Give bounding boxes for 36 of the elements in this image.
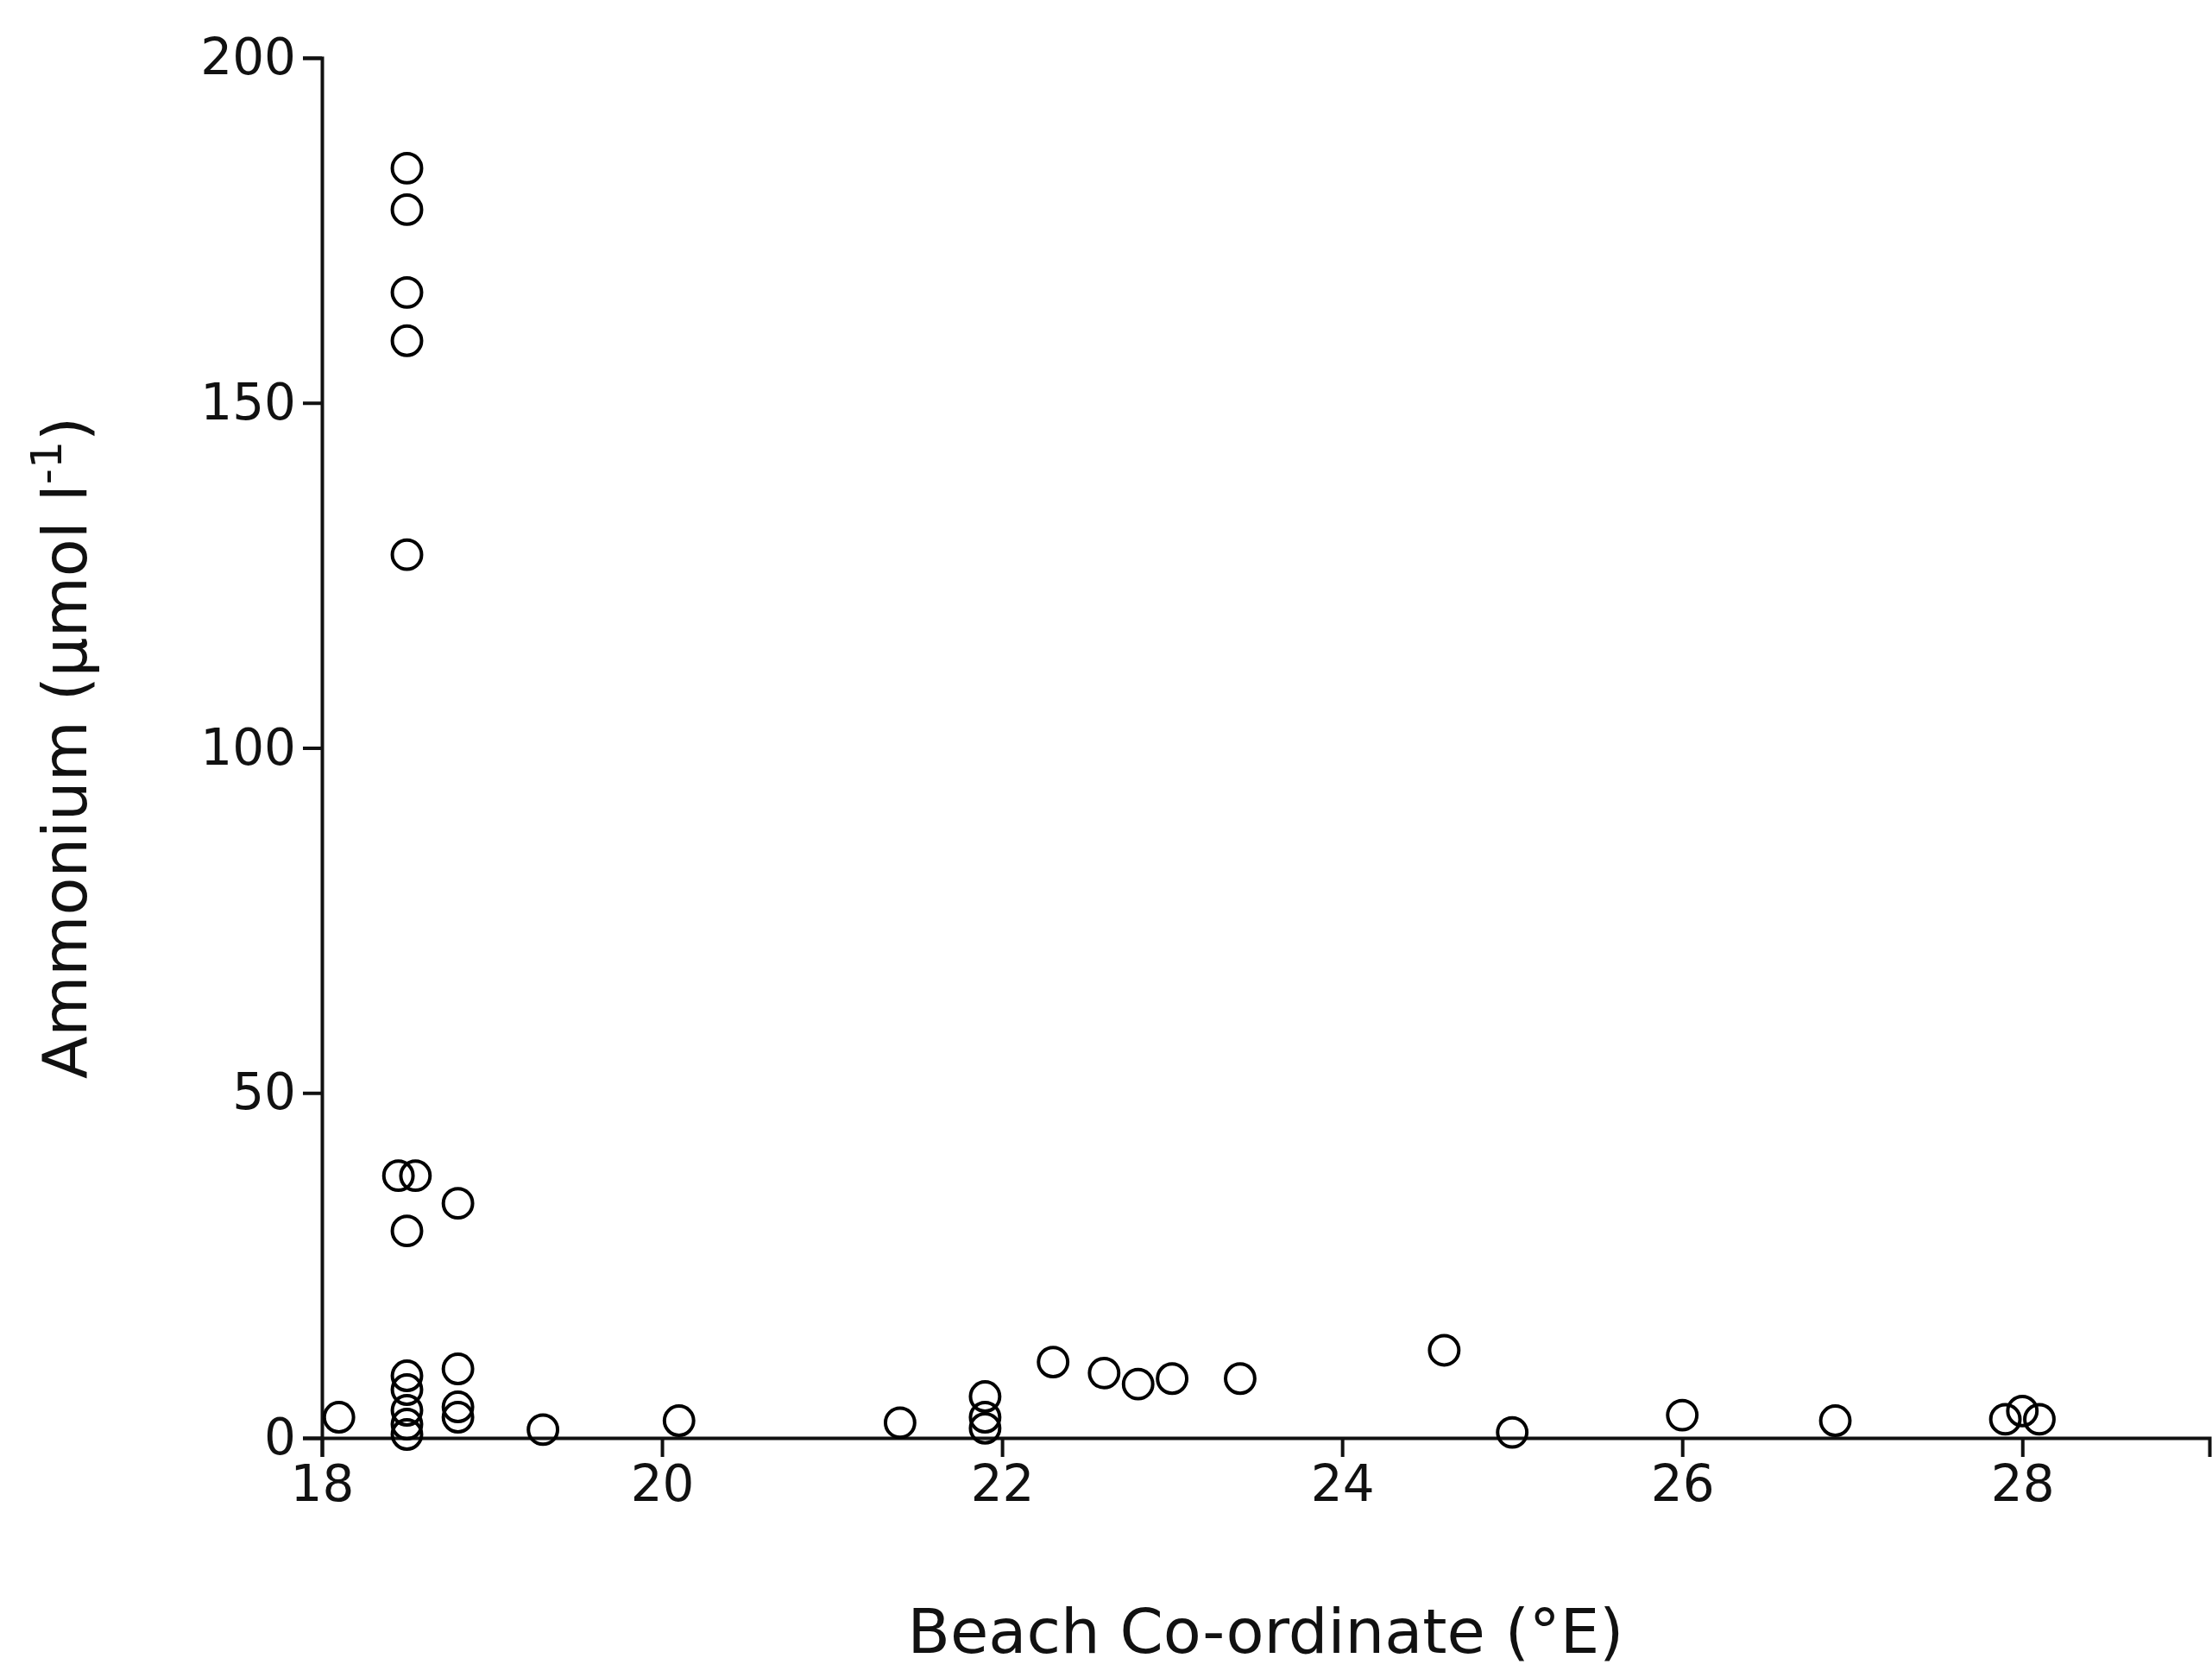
point — [1427, 1333, 1461, 1367]
y-tick-label: 100 — [200, 717, 296, 777]
x-tick-label: 20 — [630, 1454, 695, 1514]
point — [322, 1401, 356, 1434]
point — [526, 1413, 560, 1447]
point — [441, 1352, 475, 1385]
point — [2023, 1403, 2056, 1436]
point — [1121, 1367, 1155, 1401]
y-tick-label: 50 — [232, 1062, 296, 1122]
point — [1666, 1398, 1699, 1432]
y-tick-label: 200 — [200, 28, 296, 87]
point — [1496, 1415, 1529, 1449]
point — [662, 1404, 696, 1437]
x-tick-label: 26 — [1650, 1454, 1715, 1514]
point — [441, 1401, 475, 1434]
point — [1037, 1346, 1070, 1378]
y-tick-label: 150 — [200, 372, 296, 432]
point — [390, 538, 424, 571]
point — [1087, 1356, 1121, 1390]
point — [390, 275, 424, 309]
point — [968, 1411, 1002, 1445]
point — [1156, 1362, 1189, 1396]
point — [1818, 1404, 1852, 1437]
point — [390, 1214, 424, 1248]
x-tick-label: 22 — [970, 1454, 1035, 1514]
point — [883, 1406, 917, 1440]
point — [390, 324, 424, 357]
x-axis-title: Beach Co-ordinate (°E) — [907, 1595, 1624, 1668]
point — [390, 152, 424, 185]
point — [441, 1187, 475, 1220]
point — [399, 1159, 432, 1193]
point — [1224, 1362, 1257, 1396]
point — [390, 193, 424, 226]
x-tick-label: 28 — [1990, 1454, 2055, 1514]
x-tick-label: 24 — [1310, 1454, 1375, 1514]
point — [390, 1418, 424, 1451]
